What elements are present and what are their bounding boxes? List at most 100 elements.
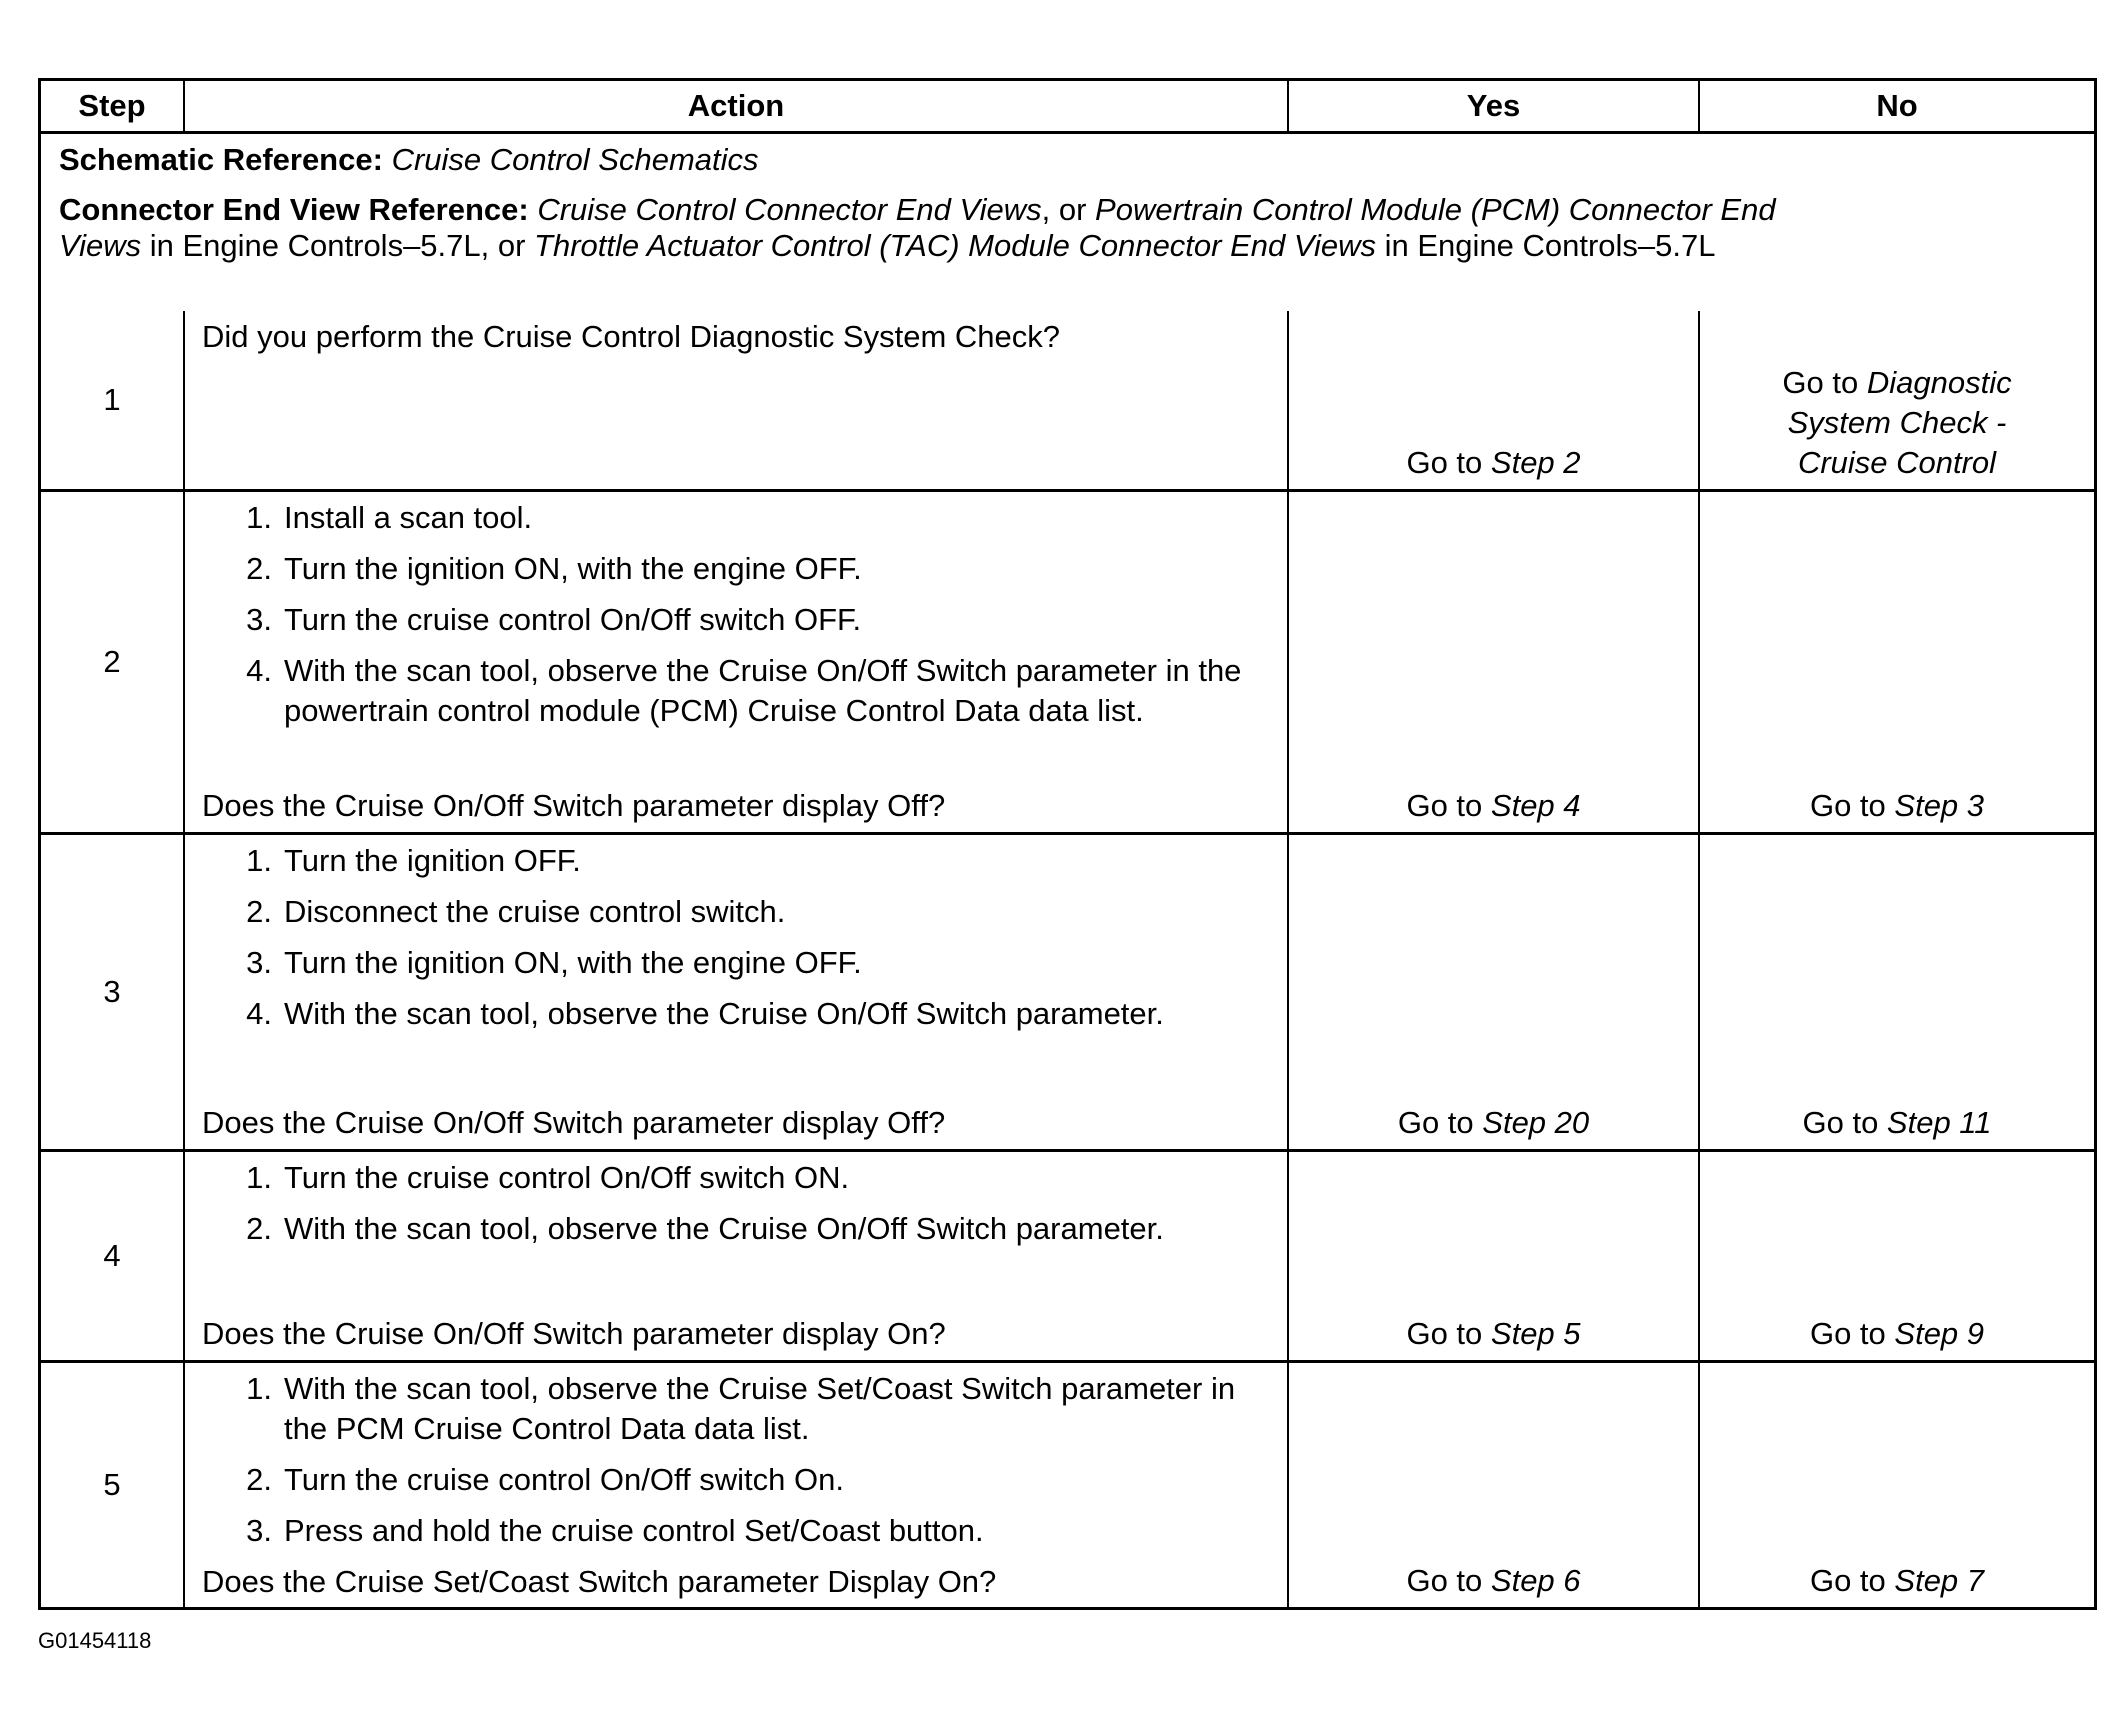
- item-text: With the scan tool, observe the Cruise O…: [284, 653, 1242, 728]
- no-link[interactable]: Step 9: [1894, 1316, 1985, 1351]
- item-text: Turn the cruise control On/Off switch On…: [284, 1462, 844, 1497]
- item-number: 4.: [246, 996, 272, 1031]
- action-cell: 1. Turn the ignition OFF. 2. Disconnect the…: [183, 835, 1287, 1149]
- no-prefix: Go to: [1809, 1563, 1895, 1598]
- item-number: 2.: [246, 1211, 272, 1246]
- connector-text: , or: [1041, 192, 1096, 227]
- no-link[interactable]: Diagnostic System Check - Cruise Control: [1787, 365, 2012, 480]
- no-link[interactable]: Step 3: [1894, 788, 1985, 823]
- step-row: 3 1. Turn the ignition OFF. 2. Disconnect t…: [41, 832, 2094, 1149]
- yes-link[interactable]: Step 20: [1482, 1105, 1590, 1140]
- step-number: 2: [103, 644, 121, 679]
- action-step-item: 4. With the scan tool, observe the Cruise…: [202, 994, 1277, 1034]
- yes-link[interactable]: Step 2: [1490, 445, 1581, 480]
- connector-label: Connector End View Reference:: [59, 192, 529, 227]
- action-step-item: 2. Disconnect the cruise control switch.: [202, 892, 1277, 932]
- action-step-item: 2. Turn the cruise control On/Off switch …: [202, 1460, 1277, 1500]
- item-text: Turn the cruise control On/Off switch OF…: [284, 602, 862, 637]
- action-question: Does the Cruise On/Off Switch parameter …: [202, 788, 946, 823]
- step-number: 4: [103, 1238, 121, 1273]
- reference-row: Schematic Reference: Cruise Control Sche…: [41, 131, 2094, 311]
- no-prefix: Go to: [1809, 788, 1895, 823]
- item-text: Turn the ignition ON, with the engine OF…: [284, 945, 862, 980]
- yes-cell: Go to Step 20: [1287, 835, 1698, 1149]
- yes-link[interactable]: Step 6: [1490, 1563, 1581, 1598]
- action-question: Does the Cruise On/Off Switch parameter …: [202, 1316, 946, 1351]
- schematic-label: Schematic Reference:: [59, 142, 383, 177]
- header-row: Step Action Yes No: [41, 81, 2094, 131]
- yes-prefix: Go to: [1397, 1105, 1483, 1140]
- action-step-item: 1. Turn the ignition OFF.: [202, 841, 1277, 881]
- action-list: 1. Turn the cruise control On/Off switch …: [202, 1158, 1277, 1260]
- item-text: With the scan tool, observe the Cruise O…: [284, 1211, 1164, 1246]
- step-number: 5: [103, 1467, 121, 1502]
- action-step-item: 1. Turn the cruise control On/Off switch …: [202, 1158, 1277, 1198]
- action-list: 1. With the scan tool, observe the Cruise…: [202, 1369, 1277, 1562]
- header-yes: Yes: [1287, 81, 1698, 131]
- no-prefix: Go to: [1809, 1316, 1895, 1351]
- action-list: 1. Turn the ignition OFF. 2. Disconnect the…: [202, 841, 1277, 1045]
- item-text: Turn the ignition OFF.: [284, 843, 581, 878]
- yes-cell: Go to Step 2: [1287, 311, 1698, 489]
- action-cell: 1. With the scan tool, observe the Cruise…: [183, 1363, 1287, 1607]
- yes-cell: Go to Step 5: [1287, 1152, 1698, 1360]
- item-number: 1.: [246, 843, 272, 878]
- yes-link[interactable]: Step 4: [1490, 788, 1581, 823]
- item-number: 3.: [246, 945, 272, 980]
- item-text: Turn the cruise control On/Off switch ON…: [284, 1160, 850, 1195]
- connector-link-tac[interactable]: Throttle Actuator Control (TAC) Module C…: [534, 228, 1376, 263]
- action-step-item: 3. Turn the ignition ON, with the engine …: [202, 943, 1277, 983]
- item-text: Install a scan tool.: [284, 500, 533, 535]
- figure-code: G01454118: [38, 1628, 152, 1653]
- item-text: With the scan tool, observe the Cruise S…: [284, 1371, 1236, 1446]
- action-question: Does the Cruise On/Off Switch parameter …: [202, 1105, 946, 1140]
- step-row: 2 1. Install a scan tool. 2. Turn the ignit…: [41, 489, 2094, 832]
- step-row: 5 1. With the scan tool, observe the Crui…: [41, 1360, 2094, 1607]
- no-cell: Go to Diagnostic System Check - Cruise C…: [1698, 311, 2094, 489]
- action-cell: 1. Install a scan tool. 2. Turn the ignitio…: [183, 492, 1287, 832]
- no-cell: Go to Step 11: [1698, 835, 2094, 1149]
- step-row: 4 1. Turn the cruise control On/Off switc…: [41, 1149, 2094, 1360]
- no-link[interactable]: Step 7: [1894, 1563, 1985, 1598]
- item-text: Disconnect the cruise control switch.: [284, 894, 786, 929]
- action-step-item: 3. Press and hold the cruise control Set/…: [202, 1511, 1277, 1551]
- schematic-link[interactable]: Cruise Control Schematics: [391, 142, 759, 177]
- action-step-item: 2. Turn the ignition ON, with the engine …: [202, 549, 1277, 589]
- no-prefix: Go to: [1802, 1105, 1887, 1140]
- no-link[interactable]: Step 11: [1886, 1105, 1992, 1140]
- action-list: 1. Install a scan tool. 2. Turn the ignitio…: [202, 498, 1277, 742]
- no-cell: Go to Step 9: [1698, 1152, 2094, 1360]
- item-number: 3.: [246, 1513, 272, 1548]
- item-number: 4.: [246, 653, 272, 688]
- action-step-item: 3. Turn the cruise control On/Off switch …: [202, 600, 1277, 640]
- action-question: Did you perform the Cruise Control Diagn…: [202, 319, 1061, 354]
- item-number: 1.: [246, 1371, 272, 1406]
- header-step: Step: [78, 88, 146, 123]
- yes-link[interactable]: Step 5: [1490, 1316, 1581, 1351]
- action-step-item: 2. With the scan tool, observe the Cruise…: [202, 1209, 1277, 1249]
- action-cell: 1. Turn the cruise control On/Off switch …: [183, 1152, 1287, 1360]
- connector-text: in Engine Controls–5.7L: [1376, 228, 1716, 263]
- yes-prefix: Go to: [1406, 1563, 1491, 1598]
- step-number: 1: [103, 382, 121, 417]
- reference-cell: Schematic Reference: Cruise Control Sche…: [41, 134, 2094, 311]
- action-step-item: 1. Install a scan tool.: [202, 498, 1277, 538]
- header-no: No: [1698, 81, 2094, 131]
- action-question: Does the Cruise Set/Coast Switch paramet…: [202, 1564, 997, 1599]
- no-cell: Go to Step 7: [1698, 1363, 2094, 1607]
- connector-text: in Engine Controls–5.7L, or: [141, 228, 535, 263]
- item-text: With the scan tool, observe the Cruise O…: [284, 996, 1164, 1031]
- no-prefix: Go to: [1782, 365, 1867, 400]
- item-number: 2.: [246, 551, 272, 586]
- connector-link-cruise[interactable]: Cruise Control Connector End Views: [537, 192, 1042, 227]
- item-text: Press and hold the cruise control Set/Co…: [284, 1513, 984, 1548]
- item-number: 1.: [246, 500, 272, 535]
- step-row: 1 Did you perform the Cruise Control Dia…: [41, 311, 2094, 489]
- connector-link-pcm[interactable]: Powertrain Control Module (PCM) Connecto…: [59, 192, 1776, 263]
- yes-prefix: Go to: [1406, 788, 1491, 823]
- yes-cell: Go to Step 6: [1287, 1363, 1698, 1607]
- diagnostic-table: Step Action Yes No Schematic Reference: …: [38, 78, 2097, 1610]
- action-step-item: 1. With the scan tool, observe the Cruise…: [202, 1369, 1277, 1449]
- yes-cell: Go to Step 4: [1287, 492, 1698, 832]
- item-number: 2.: [246, 894, 272, 929]
